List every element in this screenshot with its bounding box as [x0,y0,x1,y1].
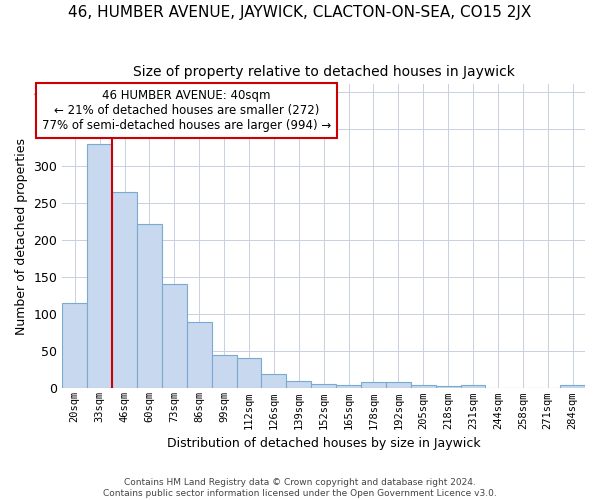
Bar [137,224,162,388]
Bar [62,303,87,388]
Bar [112,192,137,388]
Bar [87,144,112,388]
Bar [436,386,461,388]
Bar [560,386,585,388]
Bar [311,384,336,388]
Bar [187,322,212,388]
Bar [286,381,311,388]
Bar [236,358,262,388]
Bar [386,382,411,388]
Bar [461,386,485,388]
Title: Size of property relative to detached houses in Jaywick: Size of property relative to detached ho… [133,65,515,79]
Text: 46, HUMBER AVENUE, JAYWICK, CLACTON-ON-SEA, CO15 2JX: 46, HUMBER AVENUE, JAYWICK, CLACTON-ON-S… [68,5,532,20]
Bar [411,384,436,388]
Y-axis label: Number of detached properties: Number of detached properties [15,138,28,335]
Text: 46 HUMBER AVENUE: 40sqm
← 21% of detached houses are smaller (272)
77% of semi-d: 46 HUMBER AVENUE: 40sqm ← 21% of detache… [42,89,331,132]
Bar [262,374,286,388]
Bar [162,284,187,389]
Bar [336,384,361,388]
Bar [361,382,386,388]
Bar [212,355,236,388]
Text: Contains HM Land Registry data © Crown copyright and database right 2024.
Contai: Contains HM Land Registry data © Crown c… [103,478,497,498]
X-axis label: Distribution of detached houses by size in Jaywick: Distribution of detached houses by size … [167,437,481,450]
